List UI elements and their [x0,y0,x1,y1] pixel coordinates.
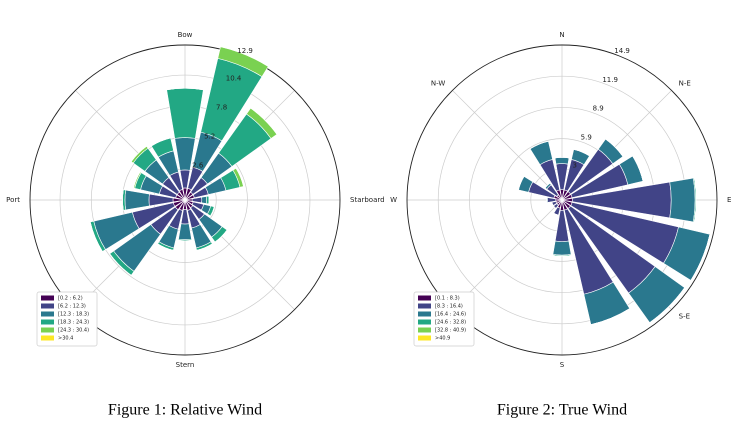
r-tick-label: 10.4 [226,75,242,83]
direction-label: N [559,31,564,39]
legend-label: [24.6 : 32.8) [435,320,466,326]
wind-bar [554,157,570,165]
legend-swatch [41,303,54,309]
legend-swatch [418,319,431,325]
r-tick-label: 7.8 [216,104,227,112]
legend-swatch [41,335,54,341]
direction-label: N-W [431,79,445,87]
legend-label: >40.9 [435,336,450,342]
direction-label: E [727,196,731,204]
wind-bar [573,149,590,157]
legend-label: [6.2 : 12.3) [58,304,86,310]
legend-swatch [418,303,431,309]
r-tick-label: 11.9 [602,76,618,84]
legend-swatch [418,335,431,341]
direction-label: Stern [176,361,195,369]
legend-swatch [418,295,431,301]
wind-bar [553,212,559,216]
legend-swatch [418,311,431,317]
wind-bar [694,177,697,223]
r-tick-label: 5.2 [204,132,215,140]
wind-rose: 3 5.9 8.9 11.9 14.9 N N-E E S-E S W N-W [0.1 : 8.3) [… [390,31,731,369]
wind-bar [529,140,549,150]
wind-bar [220,46,269,67]
wind-bar [590,308,630,325]
wind-bar [151,137,171,147]
wind-bar [178,223,192,240]
legend-label: [18.3 : 24.3) [58,320,89,326]
r-tick-label: 3 [572,161,576,169]
legend-label: [32.8 : 40.9) [435,328,466,334]
legend-label: [12.3 : 18.3) [58,312,89,318]
legend-label: [24.3 : 30.4) [58,328,89,334]
legend-label: [8.3 : 16.4) [435,304,463,310]
wind-bar [122,189,124,211]
direction-label: W [390,196,397,204]
wind-bar [552,255,572,257]
r-tick-label: 12.9 [237,47,253,55]
direction-label: N-E [679,79,691,87]
legend-swatch [41,319,54,325]
spoke [452,90,563,201]
wind-bar [178,240,192,242]
direction-label: S [560,361,565,369]
direction-label: Bow [178,31,193,39]
grid-ring [59,74,311,326]
r-tick-label: 5.9 [581,133,592,141]
direction-label: S-E [679,313,690,321]
grid-ring [29,44,341,356]
legend-label: [16.4 : 24.6) [435,312,466,318]
legend-swatch [41,311,54,317]
wind-bar [552,240,572,256]
wind-bar [235,168,244,187]
wind-bar [124,189,150,211]
r-tick-label: 8.9 [593,105,604,113]
legend-swatch [418,327,431,333]
wind-bar [690,234,711,281]
legend-label: [0.1 : 8.3) [435,296,460,302]
legend-label: >30.4 [58,336,73,342]
figure-caption: Figure 2: True Wind [497,402,627,419]
legend-swatch [41,327,54,333]
wind-bar [649,287,685,323]
wind-bar [214,229,228,243]
direction-label: Starboard [350,196,385,204]
grid-ring [406,44,718,356]
direction-label: Port [6,196,20,204]
wind-bar [669,177,696,223]
wind-bar [166,88,204,139]
figure-caption: Figure 1: Relative Wind [108,402,262,419]
wind-bar [632,155,644,182]
wind-bar [551,202,554,206]
wind-rose: 2.6 5.2 7.8 10.4 12.9 Bow Starboard Stern Port [0… [6,31,384,369]
wind-bar [157,243,174,251]
r-tick-label: 14.9 [614,47,630,55]
legend-swatch [41,295,54,301]
r-tick-label: 2.6 [192,161,204,169]
legend-label: [0.2 : 6.2) [58,296,83,302]
wind-bar [201,196,207,204]
spoke [452,199,563,310]
